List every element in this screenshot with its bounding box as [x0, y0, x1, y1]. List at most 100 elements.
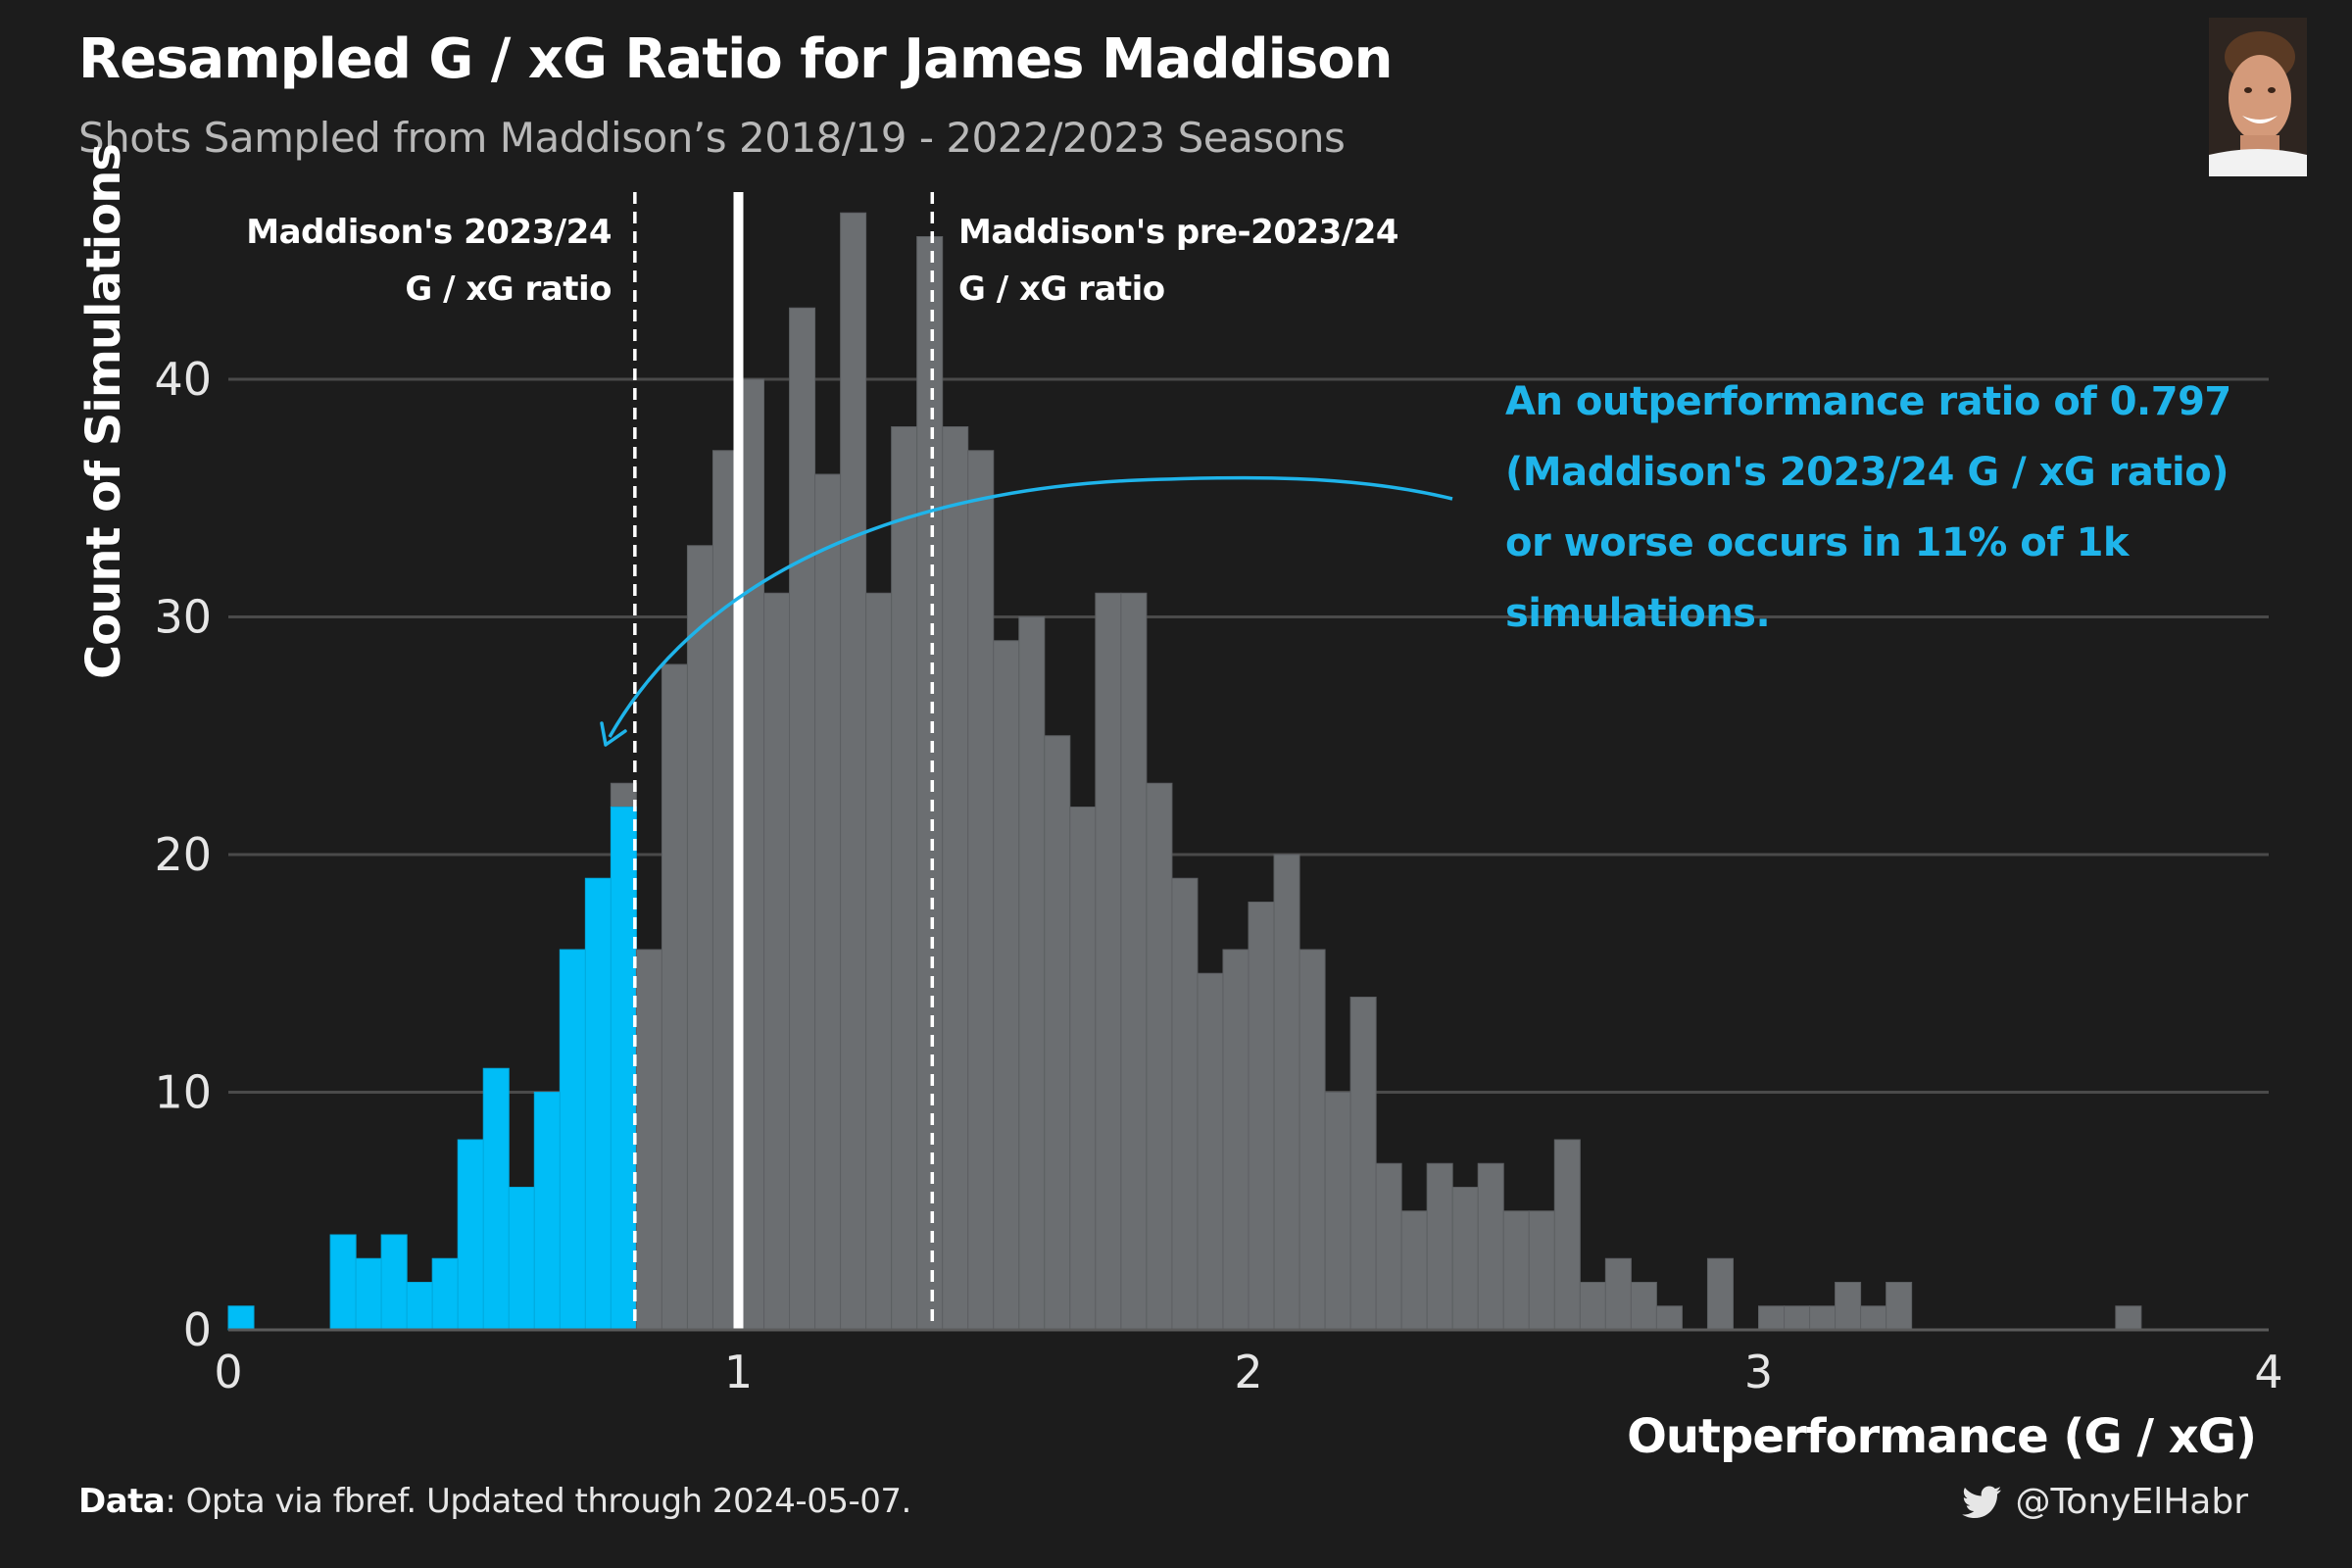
histogram-bar-31: [1018, 616, 1046, 1331]
x-tick-label-0: 0: [214, 1346, 242, 1398]
histogram-bar-13: [559, 949, 586, 1331]
histogram-bar-74: [2115, 1305, 2142, 1331]
histogram-bar-48: [1451, 1187, 1479, 1331]
histogram-bar-56: [1655, 1305, 1683, 1331]
histogram-bar-60: [1758, 1305, 1786, 1331]
histogram-bar-45: [1375, 1162, 1402, 1331]
histogram-bar-28: [942, 426, 969, 1331]
histogram-bar-41: [1273, 854, 1300, 1331]
histogram-bar-18: [686, 545, 713, 1331]
histogram-bar-26: [891, 426, 918, 1331]
histogram-bar-21: [763, 592, 791, 1331]
histogram-bar-61: [1784, 1305, 1811, 1331]
histogram-bar-54: [1604, 1257, 1632, 1331]
annotation-line-2: (Maddison's 2023/24 G / xG ratio): [1505, 450, 2230, 495]
y-tick-label-40: 40: [154, 353, 212, 406]
histogram-bar-40: [1248, 902, 1275, 1331]
histogram-bar-6: [380, 1234, 408, 1331]
histogram-bar-58: [1706, 1257, 1734, 1331]
histogram-bar-15: [610, 807, 637, 1331]
pre-ratio-label: Maddison's pre-2023/24 G / xG ratio: [958, 204, 1399, 318]
histogram-bar-5: [355, 1257, 382, 1331]
histogram-bar-7: [406, 1282, 433, 1331]
twitter-icon: [1962, 1486, 2002, 1518]
annotation-arrow-curve: [608, 475, 1453, 738]
footer-data-label: Data: [78, 1482, 166, 1521]
histogram-bar-32: [1044, 735, 1071, 1331]
annotation-line-4: simulations.: [1505, 591, 1771, 636]
annotation-arrow-head: [600, 721, 627, 747]
x-tick-label-2: 2: [1234, 1346, 1262, 1398]
histogram-bar-9: [457, 1139, 484, 1331]
histogram-bar-53: [1579, 1282, 1606, 1331]
histogram-bar-25: [865, 592, 893, 1331]
x-tick-label-3: 3: [1744, 1346, 1773, 1398]
histogram-bar-4: [329, 1234, 357, 1331]
histogram-bar-12: [533, 1092, 561, 1331]
player-avatar: [2209, 18, 2307, 176]
footer-data-text: : Opta via fbref. Updated through 2024-0…: [165, 1482, 911, 1521]
histogram-bar-64: [1860, 1305, 1887, 1331]
histogram-bar-33: [1069, 807, 1097, 1331]
histogram-bar-29: [967, 450, 995, 1331]
histogram-bar-36: [1146, 782, 1173, 1331]
annotation-text: An outperformance ratio of 0.797 (Maddis…: [1505, 367, 2250, 649]
histogram-bar-27: [916, 236, 944, 1331]
histogram-bar-47: [1426, 1162, 1453, 1331]
histogram-bar-34: [1095, 592, 1122, 1331]
histogram-bar-44: [1349, 997, 1377, 1331]
histogram-bar-11: [508, 1187, 535, 1331]
histogram-bar-46: [1400, 1210, 1428, 1331]
histogram-bar-50: [1502, 1210, 1530, 1331]
x-axis-label: Outperformance (G / xG): [1627, 1409, 2256, 1464]
player-photo-icon: [2209, 18, 2307, 176]
reference-lines: [633, 192, 935, 1330]
histogram-bar-17: [661, 663, 688, 1331]
current-ratio-label: Maddison's 2023/24 G / xG ratio: [196, 204, 612, 318]
footer-handle-text: @TonyElHabr: [2015, 1482, 2248, 1522]
footer-handle[interactable]: @TonyElHabr: [1962, 1482, 2248, 1522]
histogram-bar-8: [431, 1257, 459, 1331]
histogram-bar-49: [1477, 1162, 1504, 1331]
histogram-bar-0: [227, 1305, 255, 1331]
histogram-bar-24: [840, 212, 867, 1331]
y-tick-label-10: 10: [154, 1066, 212, 1119]
pre-ratio-label-line1: Maddison's pre-2023/24: [958, 213, 1399, 252]
histogram-bar-62: [1809, 1305, 1837, 1331]
x-tick-label-4: 4: [2254, 1346, 2282, 1398]
histogram-bar-16: [635, 949, 662, 1331]
annotation-line-1: An outperformance ratio of 0.797: [1505, 379, 2231, 424]
annotation-arrow: [600, 475, 1453, 747]
histogram-bar-10: [482, 1067, 510, 1331]
y-tick-label-0: 0: [183, 1303, 212, 1356]
y-tick-label-20: 20: [154, 828, 212, 881]
histogram-bar-65: [1886, 1282, 1913, 1331]
x-tick-label-1: 1: [724, 1346, 753, 1398]
histogram-bar-51: [1528, 1210, 1555, 1331]
chart-subtitle: Shots Sampled from Maddison’s 2018/19 - …: [78, 114, 1346, 162]
pre-ratio-label-line2: G / xG ratio: [958, 270, 1165, 309]
footer-data-source: Data: Opta via fbref. Updated through 20…: [78, 1482, 911, 1521]
histogram-bar-cap-15: [610, 782, 637, 808]
histogram-bars: [227, 212, 2142, 1331]
histogram-bar-43: [1324, 1092, 1351, 1331]
histogram-bar-42: [1298, 949, 1326, 1331]
histogram-bar-55: [1630, 1282, 1657, 1331]
histogram-bar-35: [1120, 592, 1148, 1331]
y-axis-label: Count of Simulations: [76, 144, 131, 679]
chart-title: Resampled G / xG Ratio for James Maddiso…: [78, 27, 1394, 91]
current-ratio-label-line1: Maddison's 2023/24: [246, 213, 612, 252]
y-tick-label-30: 30: [154, 591, 212, 644]
histogram-bar-52: [1553, 1139, 1581, 1331]
annotation-line-3: or worse occurs in 11% of 1k: [1505, 520, 2130, 565]
histogram-bar-30: [993, 640, 1020, 1331]
histogram-bar-22: [789, 307, 816, 1331]
histogram-bar-37: [1171, 877, 1199, 1331]
current-ratio-label-line2: G / xG ratio: [405, 270, 612, 309]
histogram-bar-39: [1222, 949, 1250, 1331]
histogram-bar-63: [1835, 1282, 1862, 1331]
histogram-bar-14: [584, 877, 612, 1331]
histogram-bar-38: [1197, 972, 1224, 1331]
